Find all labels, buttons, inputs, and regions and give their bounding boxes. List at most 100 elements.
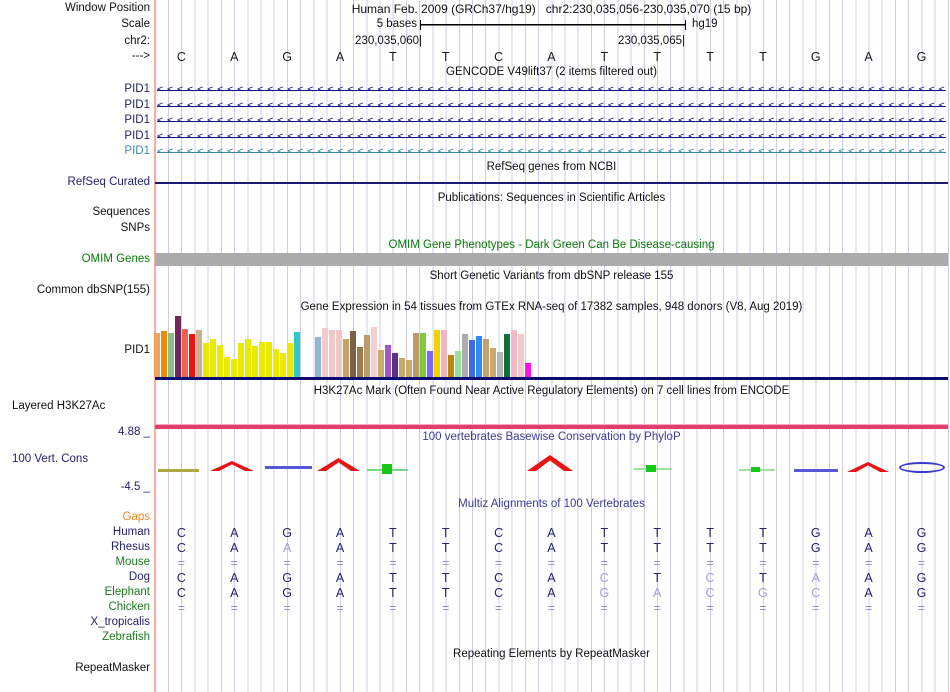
track-left-label: Human [112,526,150,538]
track-title: Gene Expression in 54 tissues from GTEx … [300,301,803,313]
track-title: GENCODE V49lift37 (2 items filtered out) [446,66,657,78]
gencode-transcript-row[interactable]: <<<<<<<<<<<<<<<<<<<<<<<<<<<<<<<<<<<<<<<<… [157,131,946,143]
gtex-tissue-bar[interactable] [413,333,419,377]
refseq-curated-track[interactable] [155,182,948,184]
phylop-conservation-track[interactable] [155,450,948,482]
track-title: Publications: Sequences in Scientific Ar… [437,192,666,204]
gtex-tissue-bar[interactable] [448,355,454,377]
gtex-tissue-bar[interactable] [161,331,167,377]
alignment-base: G [282,526,293,540]
coordinate-tick-right: 230,035,065| [618,35,685,47]
gtex-tissue-bar[interactable] [434,330,440,377]
alignment-base: = [653,601,661,615]
gtex-tissue-bar[interactable] [469,340,475,377]
track-left-label: ---> [131,50,150,62]
gtex-tissue-bar[interactable] [168,333,174,377]
gtex-tissue-bar[interactable] [511,330,517,377]
gtex-tissue-bar[interactable] [441,330,447,377]
alignment-base: T [600,526,609,540]
gtex-tissue-bar[interactable] [224,357,230,377]
alignment-base: A [230,541,239,555]
gencode-transcript-row[interactable]: <<<<<<<<<<<<<<<<<<<<<<<<<<<<<<<<<<<<<<<<… [157,115,946,127]
gtex-tissue-bar[interactable] [322,328,328,377]
gtex-tissue-bar[interactable] [203,343,209,377]
alignment-base: G [810,541,821,555]
gtex-tissue-bar[interactable] [371,327,377,377]
gtex-tissue-bar[interactable] [217,345,223,377]
gtex-tissue-bar[interactable] [343,339,349,377]
scale-label: 5 bases [376,18,417,30]
gtex-tissue-bar[interactable] [504,334,510,377]
alignment-base: = [389,556,397,570]
alignment-base: C [176,571,186,585]
gtex-track-baseline [155,377,948,380]
gtex-tissue-bar[interactable] [497,352,503,377]
gtex-tissue-bar[interactable] [231,359,237,377]
gtex-tissue-bar[interactable] [287,343,293,377]
omim-genes-track[interactable] [155,253,948,266]
gtex-tissue-bar[interactable] [518,334,524,377]
gtex-tissue-bar[interactable] [315,337,321,377]
gencode-transcript-row[interactable]: <<<<<<<<<<<<<<<<<<<<<<<<<<<<<<<<<<<<<<<<… [157,100,946,112]
gtex-tissue-bar[interactable] [406,360,412,377]
gtex-expression-bar-chart[interactable] [154,316,533,377]
gtex-tissue-bar[interactable] [154,333,160,377]
gtex-tissue-bar[interactable] [329,330,335,377]
gtex-tissue-bar[interactable] [378,350,384,377]
gtex-tissue-bar[interactable] [294,332,300,377]
alignment-row-mouse[interactable]: = = = = = = = = = = = = = = = [155,556,948,570]
h3k27ac-track[interactable] [155,424,948,429]
gtex-tissue-bar[interactable] [273,349,279,377]
track-left-label: Rhesus [111,541,150,553]
alignment-base: T [759,526,767,540]
gtex-tissue-bar[interactable] [455,351,461,377]
track-left-label: PID1 [124,114,150,126]
gtex-tissue-bar[interactable] [490,348,496,377]
gtex-tissue-bar[interactable] [259,342,265,377]
track-left-label: Scale [121,18,150,30]
gtex-tissue-bar[interactable] [385,345,391,377]
track-left-label: PID1 [124,99,150,111]
alignment-base: T [441,541,450,555]
gtex-tissue-bar[interactable] [364,335,370,377]
alignment-base: A [547,526,556,540]
gtex-tissue-bar[interactable] [399,358,405,377]
gtex-tissue-bar[interactable] [196,330,202,377]
alignment-base: = [917,556,926,570]
gtex-tissue-bar[interactable] [357,347,363,377]
track-left-label: RepeatMasker [75,662,150,674]
gtex-tissue-bar[interactable] [427,351,433,377]
gtex-tissue-bar[interactable] [420,333,426,377]
gtex-tissue-bar[interactable] [483,339,489,377]
gtex-tissue-bar[interactable] [245,339,251,377]
gencode-transcript-row[interactable]: <<<<<<<<<<<<<<<<<<<<<<<<<<<<<<<<<<<<<<<<… [157,146,946,158]
gtex-tissue-bar[interactable] [462,334,468,377]
alignment-base: A [864,541,873,555]
phylop-wiggle-shape [751,467,760,472]
alignment-row-chicken[interactable]: = = = = = = = = = = = = = = = [155,601,948,615]
gtex-tissue-bar[interactable] [182,329,188,377]
alignment-base: G [916,541,927,555]
gtex-tissue-bar[interactable] [175,316,181,377]
gtex-tissue-bar[interactable] [336,330,342,377]
gtex-tissue-bar[interactable] [350,331,356,377]
gencode-transcript-row[interactable]: <<<<<<<<<<<<<<<<<<<<<<<<<<<<<<<<<<<<<<<<… [157,84,946,96]
alignment-base: = [494,556,503,570]
track-left-label: Zebrafish [102,631,150,643]
alignment-base: A [335,586,345,600]
gtex-tissue-bar[interactable] [280,353,286,377]
gtex-tissue-bar[interactable] [252,346,258,377]
alignment-base: = [494,601,503,615]
gtex-tissue-bar[interactable] [189,334,195,377]
gtex-tissue-bar[interactable] [266,342,272,377]
gtex-tissue-bar[interactable] [476,336,482,377]
gtex-tissue-bar[interactable] [238,343,244,377]
gtex-tissue-bar[interactable] [525,363,531,377]
gtex-tissue-bar[interactable] [210,339,216,377]
gtex-tissue-bar[interactable] [392,353,398,377]
